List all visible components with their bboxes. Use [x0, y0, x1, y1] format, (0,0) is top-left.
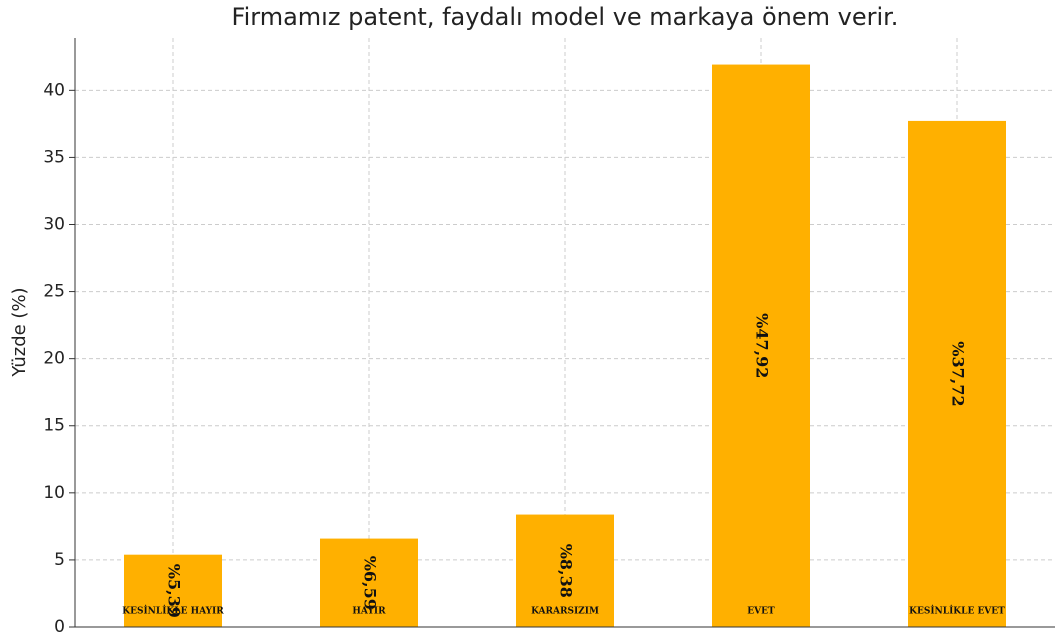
value-label: %5,39 — [165, 564, 184, 618]
value-label: %37,72 — [949, 341, 968, 406]
y-tick-label: 10 — [43, 483, 65, 503]
y-tick-label: 20 — [43, 349, 65, 369]
category-label: KARARSIZIM — [531, 607, 599, 617]
category-label: KESİNLİKLE EVET — [909, 604, 1005, 617]
bar — [516, 514, 614, 627]
value-label: %6,59 — [361, 556, 380, 610]
y-tick-label: 0 — [54, 617, 65, 637]
y-tick-label: 5 — [54, 550, 65, 570]
y-tick-label: 30 — [43, 214, 65, 234]
bar — [712, 64, 810, 628]
y-tick-label: 25 — [43, 282, 65, 302]
value-label: %8,38 — [557, 544, 576, 598]
y-tick-label: 15 — [43, 416, 65, 436]
y-tick-label: 35 — [43, 147, 65, 167]
category-label: KESİNLİKLE HAYIR — [122, 604, 224, 617]
bar — [320, 538, 418, 627]
category-label: EVET — [747, 607, 775, 617]
chart-title: Firmamız patent, faydalı model ve markay… — [232, 3, 899, 31]
y-tick-label: 40 — [43, 80, 65, 100]
value-label: %47,92 — [753, 313, 772, 378]
bar — [124, 554, 222, 627]
y-axis-label: Yüzde (%) — [9, 287, 30, 377]
category-label: HAYIR — [352, 607, 386, 617]
bar — [908, 120, 1006, 628]
